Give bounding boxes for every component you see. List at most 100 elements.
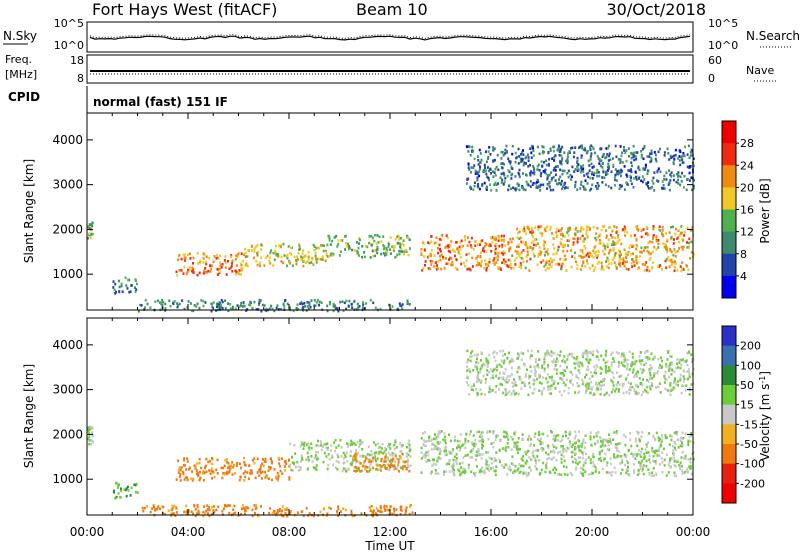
data-cell	[490, 462, 493, 465]
data-cell	[645, 182, 648, 185]
data-cell	[242, 305, 244, 308]
data-cell	[618, 187, 621, 190]
data-cell	[504, 176, 507, 180]
data-cell	[666, 147, 669, 151]
data-cell	[599, 393, 602, 396]
data-cell	[556, 234, 559, 237]
data-cell	[237, 271, 240, 274]
data-cell	[175, 511, 178, 514]
data-cell	[534, 372, 537, 375]
data-cell	[666, 250, 669, 254]
data-cell	[339, 300, 342, 304]
data-cell	[538, 358, 541, 362]
data-cell	[594, 236, 597, 240]
data-cell	[447, 249, 450, 253]
data-cell	[635, 372, 638, 376]
data-cell	[653, 460, 656, 463]
data-cell	[567, 386, 570, 390]
data-cell	[501, 243, 504, 247]
data-cell	[579, 456, 582, 459]
data-cell	[621, 151, 624, 155]
data-cell	[196, 512, 199, 515]
data-cell	[546, 259, 549, 263]
data-cell	[511, 438, 514, 441]
data-cell	[453, 455, 456, 459]
data-cell	[559, 257, 562, 261]
data-cell	[444, 439, 447, 442]
data-cell	[422, 432, 425, 435]
data-cell	[320, 244, 322, 247]
data-cell	[585, 349, 588, 353]
data-cell	[645, 464, 648, 468]
data-cell	[367, 470, 370, 473]
data-cell	[568, 228, 571, 232]
data-cell	[193, 464, 196, 467]
data-cell	[600, 367, 603, 371]
data-cell	[526, 225, 529, 229]
data-cell	[600, 159, 603, 162]
data-cell	[346, 245, 349, 248]
data-cell	[497, 182, 500, 185]
data-cell	[646, 249, 649, 253]
data-cell	[627, 147, 630, 150]
data-cell	[535, 370, 537, 374]
data-cell	[673, 379, 676, 383]
data-cell	[635, 255, 638, 258]
data-cell	[299, 460, 302, 463]
data-cell	[344, 235, 346, 238]
data-cell	[257, 514, 260, 518]
data-cell	[510, 173, 513, 177]
data-cell	[631, 385, 634, 389]
data-cell	[495, 365, 498, 369]
data-cell	[674, 377, 676, 380]
data-cell	[538, 184, 541, 188]
data-cell	[532, 252, 535, 256]
data-cell	[247, 249, 250, 252]
data-cell	[315, 458, 318, 461]
data-cell	[529, 365, 532, 369]
data-cell	[676, 430, 679, 434]
data-cell	[322, 443, 325, 447]
data-cell	[216, 472, 219, 475]
data-cell	[488, 370, 491, 374]
data-cell	[529, 444, 532, 447]
data-cell	[368, 241, 371, 245]
data-cell	[642, 175, 644, 178]
data-cell	[485, 451, 488, 454]
data-cell	[640, 155, 643, 159]
data-cell	[517, 355, 520, 358]
data-cell	[543, 360, 546, 364]
data-cell	[542, 461, 545, 465]
data-cell	[397, 465, 400, 468]
data-cell	[244, 509, 246, 513]
data-cell	[213, 475, 216, 479]
data-cell	[562, 368, 565, 372]
data-cell	[629, 386, 632, 389]
data-cell	[657, 239, 660, 242]
data-cell	[669, 179, 672, 182]
data-cell	[552, 252, 555, 256]
data-cell	[651, 384, 653, 388]
data-cell	[468, 392, 471, 396]
data-cell	[489, 467, 492, 470]
data-cell	[586, 151, 589, 154]
data-cell	[523, 363, 526, 367]
data-cell	[483, 163, 486, 167]
data-cell	[451, 260, 454, 264]
data-cell	[530, 458, 533, 461]
data-cell	[592, 452, 595, 456]
data-cell	[581, 364, 584, 367]
data-cell	[115, 495, 118, 499]
data-cell	[604, 364, 607, 368]
data-cell	[569, 173, 572, 177]
data-cell	[642, 467, 644, 471]
data-cell	[646, 378, 648, 382]
data-cell	[497, 265, 500, 269]
data-cell	[228, 470, 231, 473]
data-cell	[543, 254, 546, 257]
data-cell	[253, 300, 256, 304]
data-cell	[258, 303, 260, 306]
data-cell	[508, 170, 511, 174]
data-cell	[551, 378, 554, 382]
data-cell	[682, 380, 685, 383]
